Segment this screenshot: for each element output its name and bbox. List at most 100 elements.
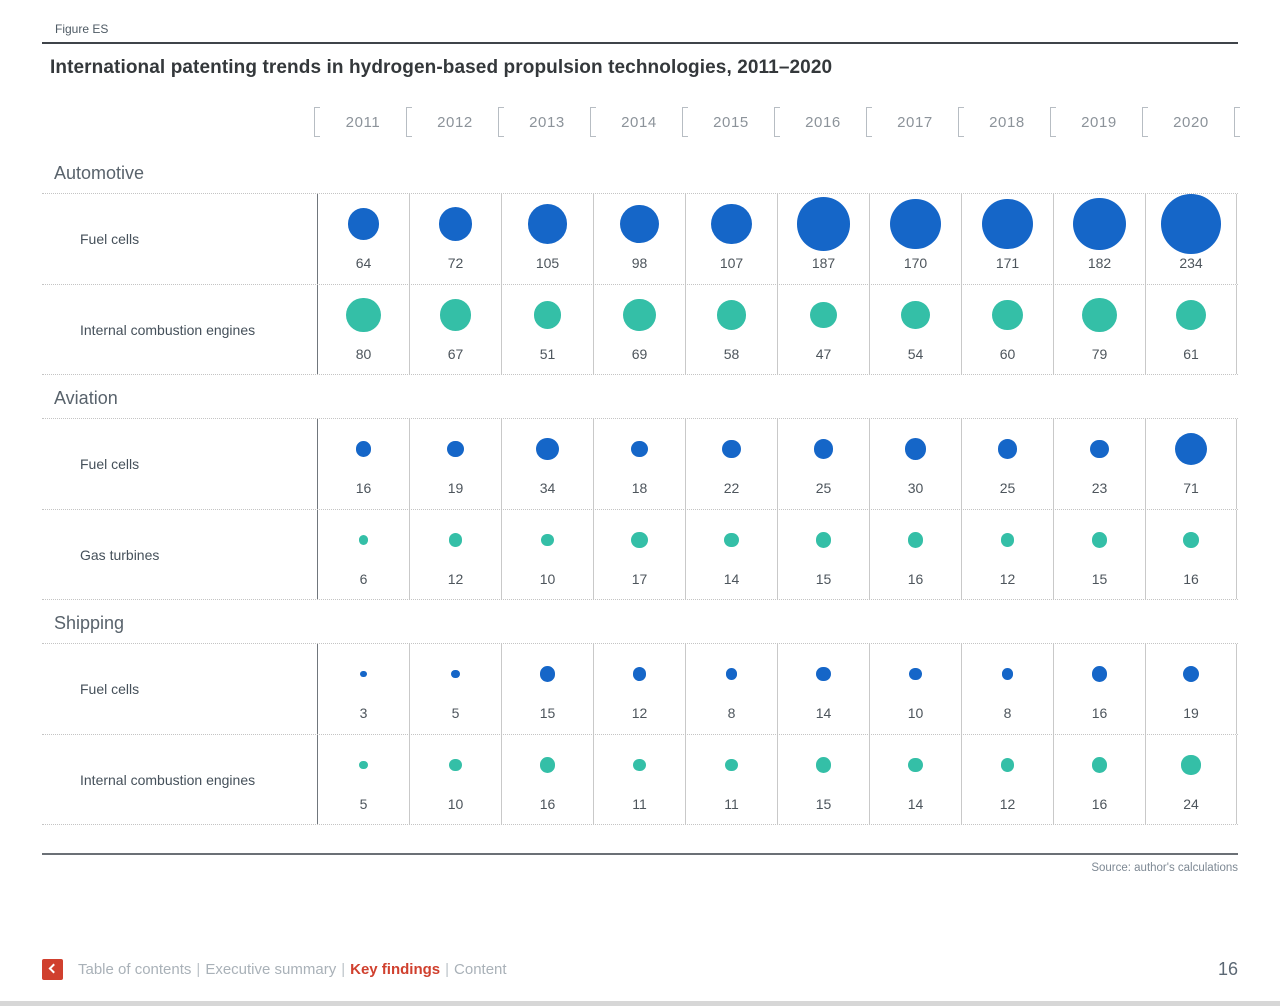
bubble-area (962, 510, 1053, 570)
bubble (632, 667, 647, 681)
bubble-value: 79 (1091, 346, 1108, 362)
bubble-value: 12 (631, 705, 648, 721)
footer-nav-content[interactable]: Content (454, 961, 507, 978)
bubble-cell: 34 (501, 419, 593, 509)
bubble (541, 533, 554, 547)
bubble-cell: 19 (409, 419, 501, 509)
bubble-cell: 22 (685, 419, 777, 509)
bubble-value: 69 (631, 346, 648, 362)
bubble (722, 439, 741, 459)
bubble-area (962, 419, 1053, 479)
year-label: 2018 (989, 114, 1025, 131)
bubble-value: 12 (447, 571, 464, 587)
page-footer: Table of contents | Executive summary | Key … (42, 959, 1238, 980)
bubble-value: 54 (907, 346, 924, 362)
bubble (347, 208, 380, 240)
bubble-value: 11 (632, 796, 647, 812)
bubble (815, 757, 832, 773)
row-label: Fuel cells (80, 231, 140, 247)
bubble (1000, 758, 1015, 772)
column-tick-icon (590, 107, 596, 137)
bubble-cell: 16 (1053, 735, 1145, 824)
section-rows: Fuel cells 3 5 15 12 8 14 10 8 16 19 Internal combu… (42, 643, 1238, 825)
chart-row: Gas turbines 6 12 10 17 14 15 16 12 15 16 (42, 509, 1238, 599)
nav-separator: | (445, 961, 450, 978)
bubble-value: 17 (631, 571, 648, 587)
bubble (725, 758, 738, 772)
footer-nav-key-findings[interactable]: Key findings (350, 961, 441, 978)
bubble (796, 197, 851, 251)
bubble-value: 170 (903, 255, 928, 271)
year-column-header: 2014 (590, 95, 685, 150)
bubble-area (686, 285, 777, 345)
bubble-cell: 18 (593, 419, 685, 509)
bubble-cell: 16 (1053, 644, 1145, 734)
bubble (447, 440, 464, 458)
bubble-area (870, 194, 961, 254)
bubble (901, 300, 930, 330)
bubble-area (1146, 735, 1236, 795)
bubble-area (870, 419, 961, 479)
bubble-value: 171 (995, 255, 1020, 271)
bubble (992, 299, 1023, 331)
bubble-area (410, 194, 501, 254)
section-rows: Fuel cells 16 19 34 18 22 25 30 25 23 71 Gas turbin… (42, 418, 1238, 600)
bubble-value: 16 (1091, 705, 1108, 721)
bubble (1001, 668, 1013, 680)
bubble-value: 19 (447, 480, 464, 496)
bubble (533, 301, 562, 329)
bubble-cell: 17 (593, 510, 685, 599)
bubble-cell: 54 (869, 285, 961, 374)
chart-row: Fuel cells 3 5 15 12 8 14 10 8 16 19 (42, 644, 1238, 734)
figure-bottom-rule (42, 853, 1238, 855)
bubble-area (502, 644, 593, 704)
bubble (1161, 194, 1221, 254)
bubble-value: 16 (1091, 796, 1108, 812)
bubble-cell: 64 (317, 194, 409, 284)
bubble (1090, 439, 1109, 459)
year-label: 2014 (621, 114, 657, 131)
bubble-cell: 5 (317, 735, 409, 824)
bubble-cell: 187 (777, 194, 869, 284)
row-label: Internal combustion engines (80, 771, 256, 788)
bubble-cell: 72 (409, 194, 501, 284)
bubble (1073, 197, 1126, 251)
back-button[interactable] (42, 959, 63, 980)
bubble-value: 107 (719, 255, 744, 271)
column-tick-icon (1234, 107, 1240, 137)
bubble-value: 12 (999, 796, 1016, 812)
bubble (1091, 666, 1108, 682)
column-tick-icon (1142, 107, 1148, 137)
bubble-value: 16 (355, 480, 372, 496)
bubble-value: 30 (907, 480, 924, 496)
bubble-area (318, 735, 409, 795)
bubble-area (502, 735, 593, 795)
bubble (1091, 532, 1108, 548)
bubble-value: 8 (727, 705, 736, 721)
bubble-cell: 16 (501, 735, 593, 824)
bubble (633, 758, 646, 772)
bubble (1174, 432, 1208, 466)
bubble-area (1146, 644, 1236, 704)
bubble-area (778, 735, 869, 795)
bubble-area (594, 644, 685, 704)
footer-nav-table-of-contents[interactable]: Table of contents (78, 961, 192, 978)
bubble-value: 234 (1179, 255, 1203, 271)
bubble (438, 207, 473, 241)
year-column-header: 2015 (682, 95, 777, 150)
bubble (813, 439, 834, 459)
bubble-cell: 10 (409, 735, 501, 824)
bubble-value: 80 (355, 346, 372, 362)
bubble-value: 72 (447, 255, 464, 271)
bubble (527, 204, 568, 244)
bubble-value: 64 (355, 255, 372, 271)
footer-nav-executive-summary[interactable]: Executive summary (205, 961, 337, 978)
bubble-cell: 171 (961, 194, 1053, 284)
bubble-cell: 12 (961, 510, 1053, 599)
bubble-cell: 80 (317, 285, 409, 374)
bubble-area (870, 285, 961, 345)
bubble-area (870, 510, 961, 570)
column-tick-icon (774, 107, 780, 137)
bubble-cell: 105 (501, 194, 593, 284)
